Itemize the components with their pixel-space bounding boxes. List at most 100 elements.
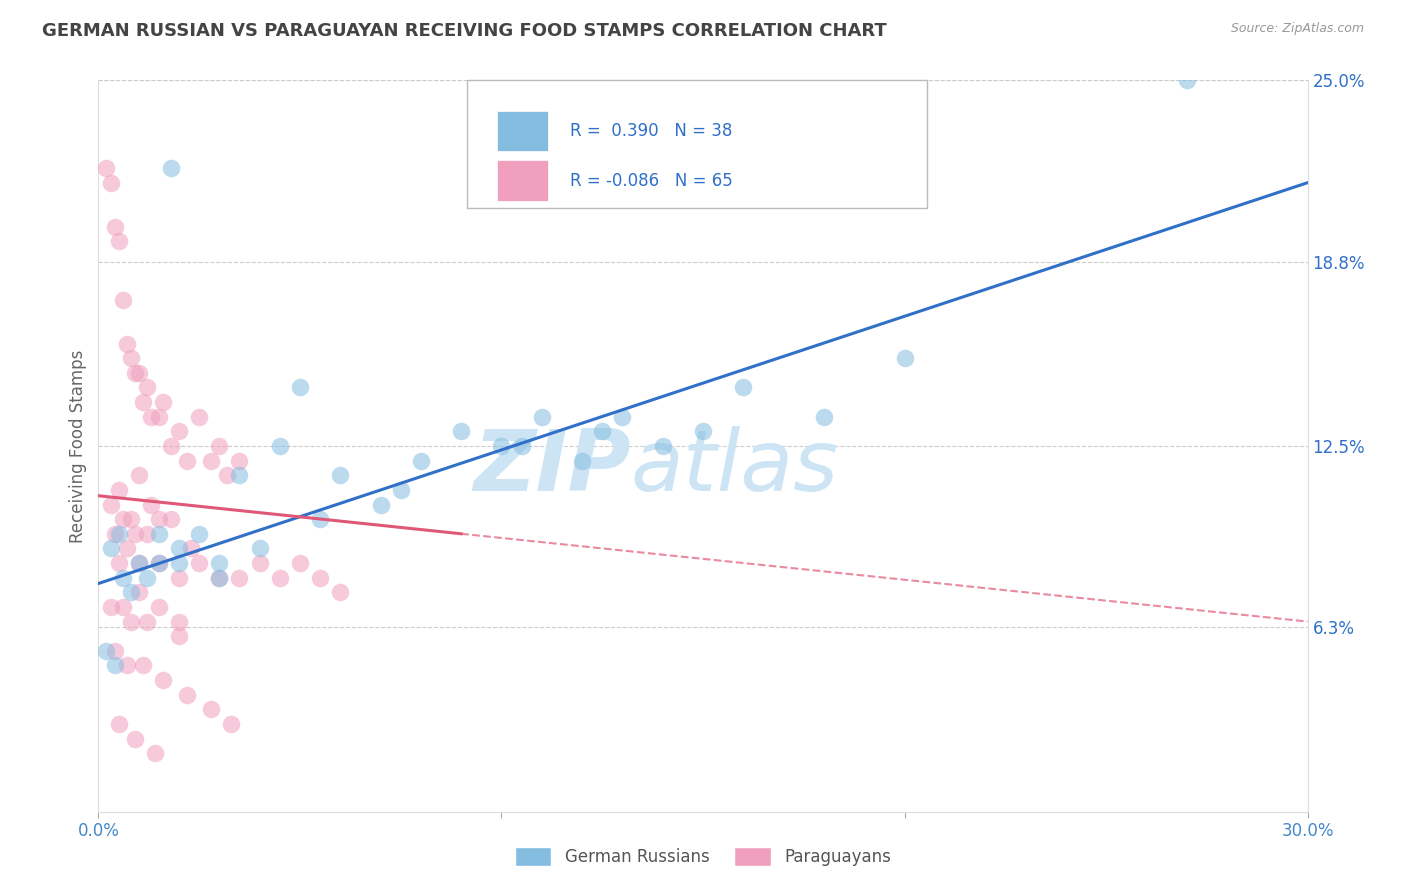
Point — [152, 395, 174, 409]
Point — [111, 571, 134, 585]
Point — [132, 395, 155, 409]
Point — [288, 380, 311, 394]
Point — [692, 425, 714, 439]
Point — [148, 409, 170, 424]
Point — [100, 498, 122, 512]
Text: R =  0.390   N = 38: R = 0.390 N = 38 — [569, 121, 733, 140]
Point — [208, 439, 231, 453]
Point — [143, 746, 166, 760]
Point — [176, 453, 198, 467]
Point — [167, 629, 190, 643]
Point — [135, 526, 157, 541]
Point — [167, 541, 190, 556]
Point — [208, 571, 231, 585]
Point — [893, 351, 915, 366]
Point — [152, 673, 174, 687]
Point — [200, 453, 222, 467]
Point — [100, 176, 122, 190]
FancyBboxPatch shape — [498, 161, 548, 201]
Point — [128, 585, 150, 599]
Point — [160, 512, 183, 526]
Point — [148, 512, 170, 526]
Point — [124, 366, 146, 380]
Text: atlas: atlas — [630, 426, 838, 509]
Point — [148, 556, 170, 570]
Point — [96, 644, 118, 658]
Point — [103, 658, 125, 673]
Point — [107, 234, 129, 248]
Point — [180, 541, 202, 556]
Point — [176, 688, 198, 702]
Point — [132, 658, 155, 673]
FancyBboxPatch shape — [467, 80, 927, 209]
Point — [124, 731, 146, 746]
Text: ZIP: ZIP — [472, 426, 630, 509]
Point — [103, 644, 125, 658]
Point — [148, 526, 170, 541]
Point — [651, 439, 673, 453]
Point — [107, 526, 129, 541]
Point — [288, 556, 311, 570]
Point — [612, 409, 634, 424]
Point — [1175, 73, 1198, 87]
Point — [208, 556, 231, 570]
Text: R = -0.086   N = 65: R = -0.086 N = 65 — [569, 171, 733, 190]
Point — [491, 439, 513, 453]
Point — [370, 498, 392, 512]
Point — [139, 409, 162, 424]
Point — [111, 293, 134, 307]
Point — [329, 468, 352, 483]
Point — [120, 615, 142, 629]
Point — [228, 468, 250, 483]
Point — [269, 571, 291, 585]
Point — [200, 702, 222, 716]
Point — [450, 425, 472, 439]
Point — [100, 599, 122, 614]
Point — [135, 571, 157, 585]
Text: Source: ZipAtlas.com: Source: ZipAtlas.com — [1230, 22, 1364, 36]
Point — [107, 717, 129, 731]
Point — [269, 439, 291, 453]
Point — [530, 409, 553, 424]
Point — [103, 219, 125, 234]
Point — [160, 161, 183, 175]
Legend: German Russians, Paraguayans: German Russians, Paraguayans — [508, 840, 898, 873]
Point — [228, 453, 250, 467]
Y-axis label: Receiving Food Stamps: Receiving Food Stamps — [69, 350, 87, 542]
Point — [167, 556, 190, 570]
Point — [135, 615, 157, 629]
Point — [115, 658, 138, 673]
Point — [208, 571, 231, 585]
Point — [221, 717, 243, 731]
Point — [120, 585, 142, 599]
FancyBboxPatch shape — [498, 111, 548, 151]
Point — [249, 541, 271, 556]
Point — [813, 409, 835, 424]
Point — [100, 541, 122, 556]
Point — [188, 556, 211, 570]
Point — [591, 425, 613, 439]
Point — [120, 512, 142, 526]
Point — [107, 556, 129, 570]
Point — [96, 161, 118, 175]
Point — [329, 585, 352, 599]
Point — [188, 409, 211, 424]
Point — [409, 453, 432, 467]
Point — [135, 380, 157, 394]
Point — [188, 526, 211, 541]
Point — [103, 526, 125, 541]
Point — [107, 483, 129, 497]
Point — [249, 556, 271, 570]
Point — [115, 336, 138, 351]
Point — [733, 380, 755, 394]
Point — [167, 615, 190, 629]
Point — [128, 556, 150, 570]
Point — [148, 556, 170, 570]
Point — [309, 512, 332, 526]
Point — [571, 453, 593, 467]
Point — [148, 599, 170, 614]
Point — [389, 483, 412, 497]
Point — [217, 468, 239, 483]
Point — [128, 556, 150, 570]
Point — [160, 439, 183, 453]
